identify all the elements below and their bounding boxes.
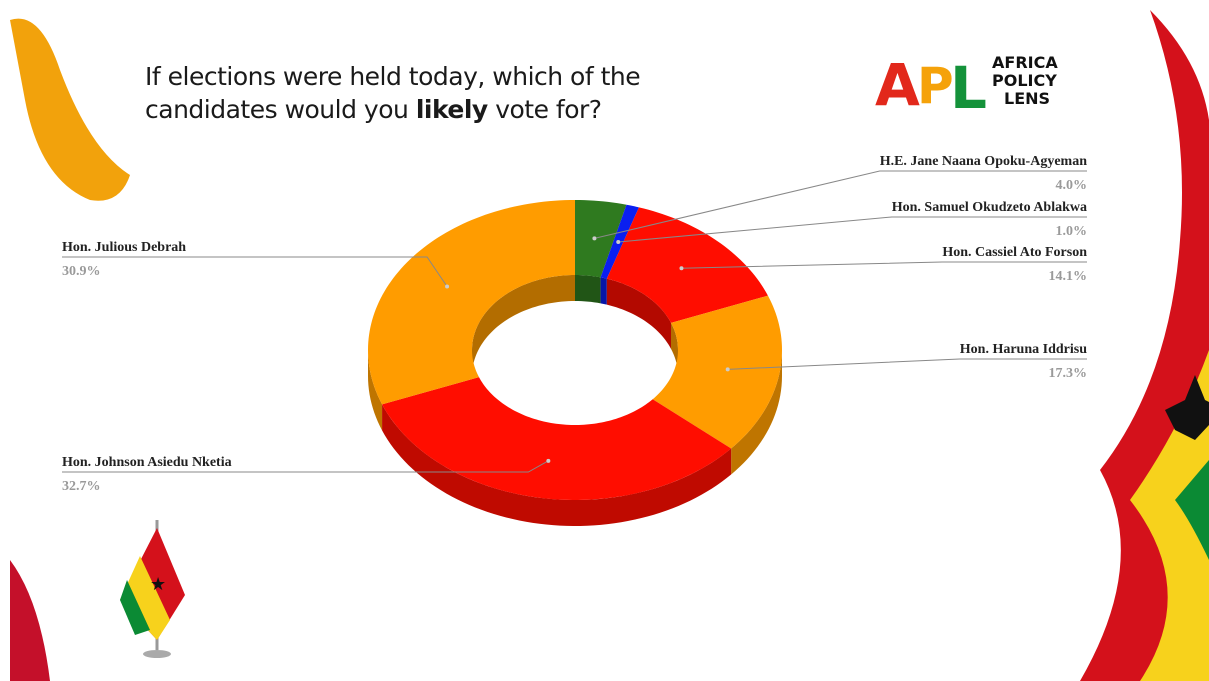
leader-dot <box>725 367 730 372</box>
slice-inner-side <box>671 322 678 376</box>
leader-line <box>62 256 448 287</box>
walls <box>368 275 782 526</box>
slice-inner-side <box>600 277 607 305</box>
leader-line <box>727 358 1087 370</box>
category-label: Hon. Johnson Asiedu Nketia <box>62 455 232 470</box>
leader-dot <box>546 458 551 463</box>
slice-inner-side <box>606 278 672 349</box>
value-label: 32.7% <box>62 479 101 494</box>
leader-line <box>681 261 1087 269</box>
value-label: 14.1% <box>1049 269 1088 284</box>
slice <box>652 295 782 449</box>
leader-line <box>594 170 1087 239</box>
svg-text:★: ★ <box>150 574 166 594</box>
title-text: If elections were held today, which of t… <box>145 62 641 124</box>
slice-side <box>731 350 782 475</box>
leader-dot <box>616 239 621 244</box>
slice <box>575 200 627 278</box>
slice <box>368 200 575 405</box>
slice-inner-side <box>575 275 601 304</box>
value-label: 17.3% <box>1049 366 1088 381</box>
logo-word: LENS <box>1004 89 1050 108</box>
leader-line <box>618 216 1087 243</box>
leader-dot <box>592 236 597 241</box>
slice-inner-side <box>472 275 575 376</box>
logo-word: AFRICA <box>992 53 1058 72</box>
leader-dot <box>445 284 450 289</box>
category-label: Hon. Samuel Okudzeto Ablakwa <box>892 200 1087 215</box>
slice-side <box>382 404 732 526</box>
logo: A P L AFRICA POLICY LENS <box>875 51 1058 122</box>
category-label: Hon. Cassiel Ato Forson <box>942 245 1087 260</box>
category-label: Hon. Haruna Iddrisu <box>960 342 1087 357</box>
slice <box>382 377 732 500</box>
slice-side <box>368 350 383 431</box>
logo-word: POLICY <box>992 71 1057 90</box>
category-label: Hon. Julious Debrah <box>62 240 186 255</box>
leader-dot <box>679 266 684 271</box>
value-label: 4.0% <box>1056 178 1088 193</box>
tops <box>368 200 782 500</box>
slice <box>606 207 768 323</box>
value-label: 30.9% <box>62 264 101 279</box>
logo-letter: A <box>875 51 920 119</box>
category-label: H.E. Jane Naana Opoku-Agyeman <box>880 154 1088 169</box>
chart-title: If elections were held today, which of t… <box>145 60 705 126</box>
leader-line <box>62 460 549 473</box>
logo-letter: P <box>917 57 954 115</box>
background-decor: ★ <box>10 10 1209 681</box>
logo-letter: L <box>950 54 987 122</box>
title-text: vote for? <box>495 95 602 124</box>
title-emphasis: likely <box>415 95 488 124</box>
value-label: 1.0% <box>1056 224 1088 239</box>
